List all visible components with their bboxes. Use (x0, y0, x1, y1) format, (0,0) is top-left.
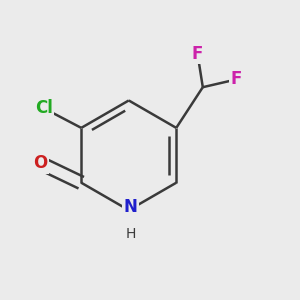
Text: F: F (231, 70, 242, 88)
Text: O: O (34, 154, 48, 172)
Text: F: F (192, 45, 203, 63)
Text: H: H (125, 227, 136, 241)
Text: Cl: Cl (35, 99, 53, 117)
Text: N: N (124, 198, 137, 216)
